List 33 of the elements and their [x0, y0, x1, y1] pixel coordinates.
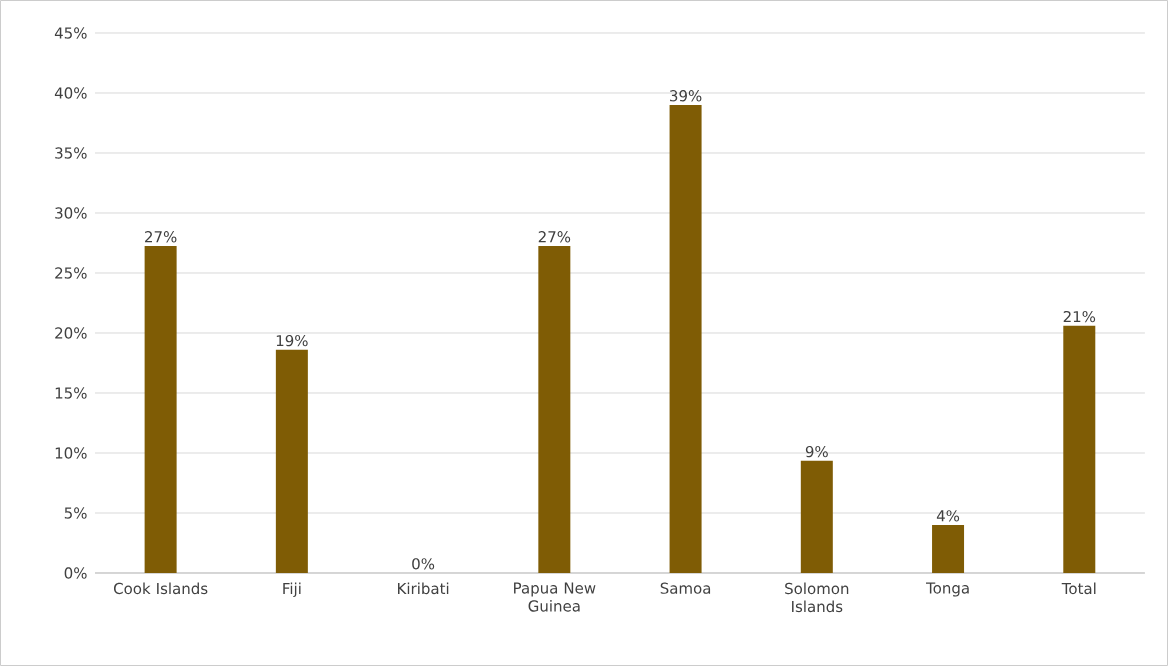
data-label: 4% [936, 510, 960, 522]
bar [538, 246, 571, 573]
data-label: 19% [276, 334, 308, 347]
data-label: 21% [1063, 310, 1096, 323]
data-label: 27% [145, 231, 177, 243]
bar [669, 105, 702, 573]
y-tick-label: 10% [55, 447, 87, 459]
y-tick-label: 15% [55, 387, 87, 399]
data-label: 9% [805, 445, 828, 458]
x-tick-label: Fiji [283, 582, 301, 598]
x-tick-label: Samoa [660, 582, 711, 594]
bar [1063, 325, 1096, 573]
x-tick-label: Papua New Guinea [514, 582, 596, 612]
bar [932, 525, 965, 573]
y-tick-label: 35% [55, 147, 87, 159]
data-label: 39% [670, 90, 702, 102]
x-tick-label: Total [1061, 582, 1096, 595]
y-tick-label: 25% [55, 267, 87, 279]
x-tick-label: Solomon Islands [785, 582, 849, 613]
data-label: 0% [412, 558, 435, 570]
data-label: 27% [538, 231, 571, 243]
x-tick-label: Tonga [926, 582, 969, 597]
bar [144, 246, 177, 573]
y-tick-label: 30% [55, 207, 87, 219]
bar [800, 460, 833, 573]
y-tick-label: 20% [55, 327, 87, 339]
y-tick-label: 0% [64, 567, 87, 579]
y-tick-label: 5% [64, 507, 87, 519]
x-tick-label: Kiribati [398, 582, 449, 595]
y-tick-label: 40% [54, 87, 87, 99]
bar [275, 349, 308, 573]
x-tick-label: Cook Islands [113, 582, 208, 595]
y-tick-label: 45% [54, 27, 87, 39]
